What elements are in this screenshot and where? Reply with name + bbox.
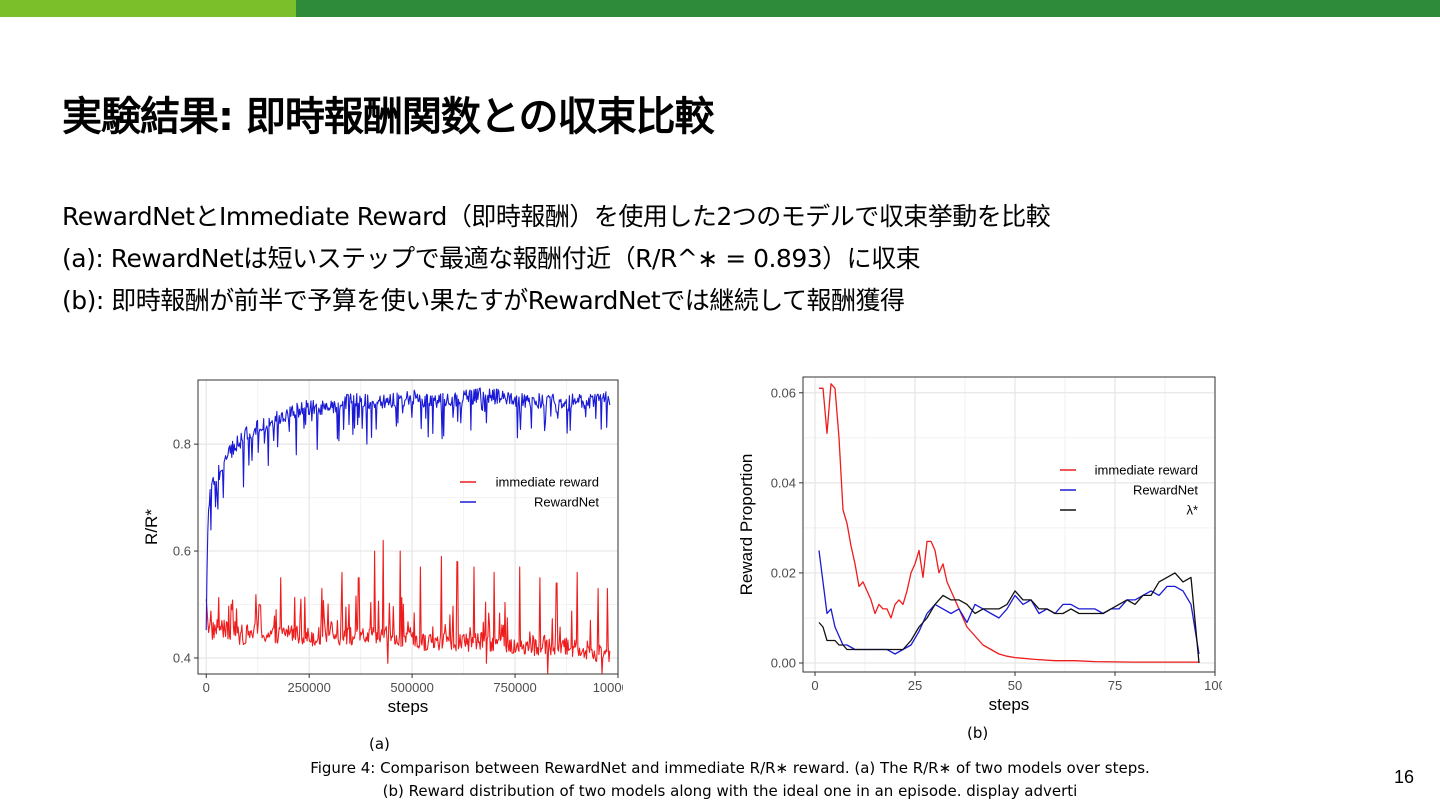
figure-caption: Figure 4: Comparison between RewardNet a… — [180, 757, 1280, 803]
x-tick-label: 100 — [1204, 678, 1226, 693]
y-tick-label: 0.4 — [173, 650, 191, 665]
x-axis-title: steps — [989, 695, 1030, 714]
y-tick-label: 0.02 — [771, 565, 796, 580]
series-line-immediatereward — [819, 383, 1199, 663]
y-tick-label: 0.04 — [771, 475, 796, 490]
plot-panel — [803, 377, 1215, 672]
chart-legend: immediate reward RewardNet — [460, 475, 599, 510]
caption-line-2: (b) Reward distribution of two models al… — [382, 782, 1078, 800]
x-tick-label: 0 — [811, 678, 818, 693]
x-tick-label: 500000 — [390, 680, 433, 695]
x-tick-label: 750000 — [493, 680, 536, 695]
legend-label: immediate reward — [496, 475, 599, 490]
legend-label: RewardNet — [534, 495, 599, 510]
y-axis-title: R/R* — [142, 509, 161, 545]
y-axis-title: Reward Proportion — [737, 454, 756, 596]
figure-b-chart: 0.00 0.02 0.04 0.06 0 25 50 75 100 steps Reward Pr… — [737, 376, 1226, 714]
caption-line-1: Figure 4: Comparison between RewardNet a… — [310, 759, 1150, 777]
figure-a-chart: 0.4 0.6 0.8 0 250000 500000 750000 1000000 steps… — [142, 379, 630, 715]
subfigure-a-label: (a) — [369, 735, 390, 753]
series-line-immediatereward — [205, 539, 611, 674]
slide-title: 実験結果: 即時報酬関数との収束比較 — [62, 94, 715, 140]
x-tick-label: 75 — [1108, 678, 1122, 693]
top-accent-bar — [0, 0, 1440, 17]
legend-label: λ* — [1186, 503, 1198, 518]
subfigure-b-label: (b) — [967, 724, 989, 742]
y-tick-label: 0.8 — [173, 437, 191, 452]
bullet-list: RewardNetとImmediate Reward（即時報酬）を使用した2つの… — [62, 196, 1051, 322]
plot-border — [197, 379, 619, 675]
series-line- — [818, 572, 1200, 664]
x-tick-label: 1000000 — [593, 680, 630, 695]
top-bar-light-green — [0, 0, 296, 17]
bullet-item-3: (b): 即時報酬が前半で予算を使い果たすがRewardNetでは継続して報酬獲… — [62, 286, 905, 315]
y-tick-label: 0.00 — [771, 655, 796, 670]
series-line-rewardnet — [205, 387, 611, 631]
legend-label: RewardNet — [1133, 483, 1198, 498]
top-bar-dark-green — [296, 0, 1440, 17]
x-tick-label: 250000 — [287, 680, 330, 695]
legend-label: immediate reward — [1095, 463, 1198, 478]
x-tick-label: 25 — [908, 678, 922, 693]
y-tick-label: 0.06 — [771, 385, 796, 400]
bullet-item-2: (a): RewardNetは短いステップで最適な報酬付近（R/R^∗ = 0.… — [62, 244, 921, 273]
chart-legend: immediate reward RewardNet λ* — [1060, 463, 1198, 518]
x-tick-label: 0 — [203, 680, 210, 695]
page-number: 16 — [1394, 767, 1415, 787]
bullet-item-1: RewardNetとImmediate Reward（即時報酬）を使用した2つの… — [62, 202, 1051, 231]
x-axis-title: steps — [388, 697, 429, 715]
x-tick-label: 50 — [1008, 678, 1022, 693]
plot-border — [802, 376, 1216, 673]
y-tick-label: 0.6 — [173, 544, 191, 559]
